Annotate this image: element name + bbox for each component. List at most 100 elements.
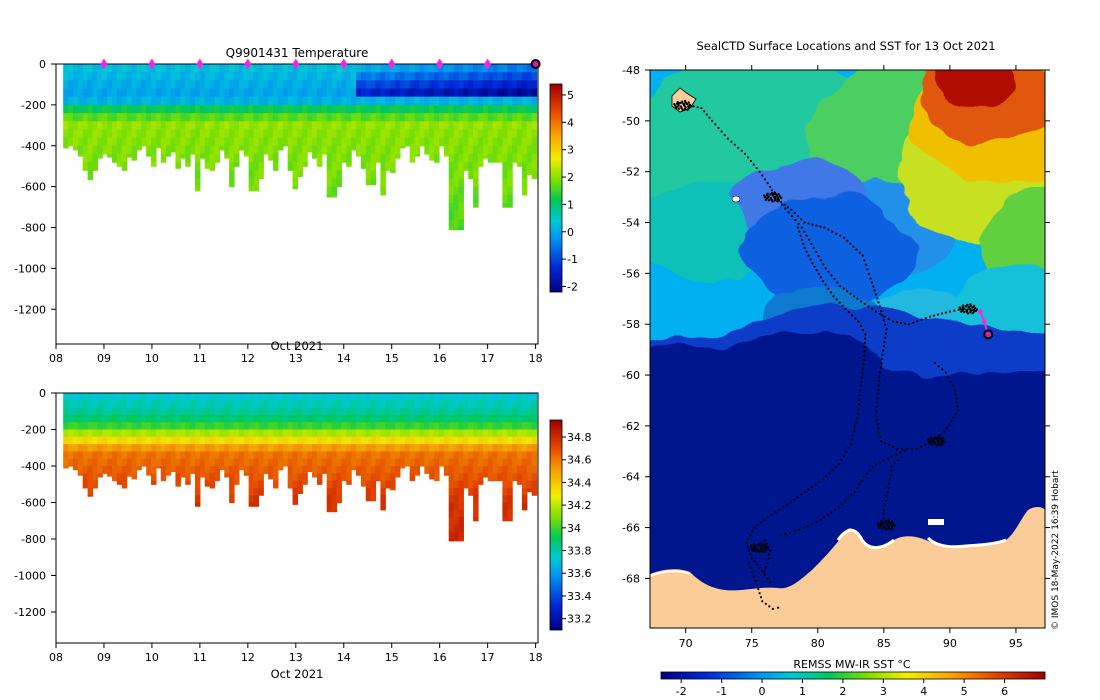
salinity-profile-column — [443, 393, 450, 476]
map-lat-tick-label: -50 — [622, 115, 640, 128]
salinity-profile-column — [404, 393, 411, 467]
track-point — [812, 246, 815, 249]
temperature-colorbar — [549, 83, 563, 293]
salinity-profile-column — [214, 393, 220, 482]
track-point — [955, 397, 958, 400]
track-point — [884, 336, 887, 339]
salinity-profile-column — [507, 393, 513, 522]
track-point — [903, 322, 907, 325]
track-point — [753, 526, 756, 529]
track-point — [860, 300, 863, 303]
track-point — [837, 506, 841, 509]
track-point — [850, 493, 853, 497]
track-point — [748, 549, 751, 552]
track-point — [952, 416, 955, 419]
salinity-profile-column — [63, 393, 69, 469]
salinity-x-tick-label: 10 — [145, 651, 159, 664]
track-point — [877, 427, 880, 430]
salinity-axes-frame — [55, 392, 539, 644]
track-point — [837, 462, 841, 466]
track-point — [855, 421, 858, 424]
track-point — [762, 545, 765, 548]
track-point — [705, 113, 708, 116]
temperature-profile-column — [209, 64, 216, 171]
track-cluster — [926, 435, 947, 447]
temperature-profile-column — [502, 64, 508, 208]
temperature-profile-column — [229, 64, 235, 188]
sst-map-panel: SealCTD Surface Locations and SST for 13… — [622, 39, 1061, 698]
salinity-profile-column — [531, 393, 538, 496]
track-point — [892, 320, 895, 323]
track-point — [883, 340, 886, 344]
salinity-colorbar-tick-label: 34.6 — [567, 454, 592, 467]
temperature-profile-column — [136, 64, 142, 151]
track-point — [839, 234, 842, 237]
track-point — [814, 483, 817, 486]
temperature-profile-column — [87, 64, 94, 181]
temperature-profile-column — [399, 64, 406, 149]
salinity-profile-column — [229, 393, 235, 504]
track-point — [937, 443, 940, 446]
track-point — [878, 526, 881, 529]
temperature-profile-column — [268, 64, 274, 161]
track-point — [803, 490, 806, 494]
track-point — [931, 443, 934, 446]
track-point — [920, 318, 923, 321]
track-point — [766, 516, 769, 519]
temperature-x-label: Oct 2021 — [271, 339, 324, 353]
salinity-profile-column — [277, 393, 284, 471]
track-point — [877, 301, 880, 304]
temperature-profile-column — [126, 64, 133, 158]
track-point — [754, 579, 757, 583]
track-point — [936, 313, 940, 316]
track-point — [870, 281, 874, 284]
track-point — [876, 297, 879, 300]
temperature-profile-column — [151, 64, 157, 167]
track-point — [788, 531, 792, 534]
temperature-profile-column — [443, 64, 450, 157]
temperature-profile-column — [375, 64, 381, 163]
salinity-profile-column — [199, 393, 206, 478]
salinity-profile-column — [424, 393, 430, 474]
track-point — [892, 445, 895, 448]
salinity-profile-column — [111, 393, 118, 482]
track-point — [826, 513, 829, 517]
temperature-panel: Q9901431 Temperature 0 -200 -400 -600 -800 -1… — [14, 46, 578, 365]
temperature-profile-column — [194, 64, 201, 192]
salinity-y-tick-label: -400 — [21, 460, 46, 473]
track-point — [890, 469, 893, 472]
track-point — [954, 393, 957, 396]
track-point — [941, 368, 944, 371]
track-point — [859, 324, 863, 327]
temperature-profile-column — [297, 64, 303, 178]
track-point — [768, 605, 771, 608]
track-point — [892, 523, 895, 526]
salinity-profile-column — [185, 393, 191, 485]
track-point — [796, 215, 800, 218]
track-point — [771, 607, 775, 611]
temperature-y-axis: 0 -200 -400 -600 -800 -1000 -1200 — [14, 58, 56, 316]
current-seal-position — [983, 329, 994, 340]
temperature-profile-column — [131, 64, 137, 161]
track-point — [803, 230, 806, 233]
track-point — [882, 349, 885, 352]
profile-marker — [196, 58, 204, 70]
temperature-profile-column — [360, 64, 367, 169]
track-point — [815, 224, 818, 227]
salinity-profile-column — [326, 393, 333, 513]
salinity-profile-column — [390, 393, 396, 491]
profile-markers — [100, 58, 492, 70]
salinity-profile-column — [160, 393, 167, 482]
track-point — [858, 251, 861, 254]
temperature-profile-column — [409, 64, 416, 163]
temperature-y-tick-label: -800 — [21, 222, 46, 235]
track-point — [786, 206, 790, 209]
salinity-profile-column — [458, 393, 464, 542]
track-point — [787, 211, 790, 214]
salinity-profile-column — [497, 393, 503, 482]
salinity-profile-column — [170, 393, 177, 473]
track-point — [773, 199, 776, 202]
track-point — [798, 529, 801, 532]
track-point — [862, 329, 865, 332]
track-point — [800, 218, 803, 221]
